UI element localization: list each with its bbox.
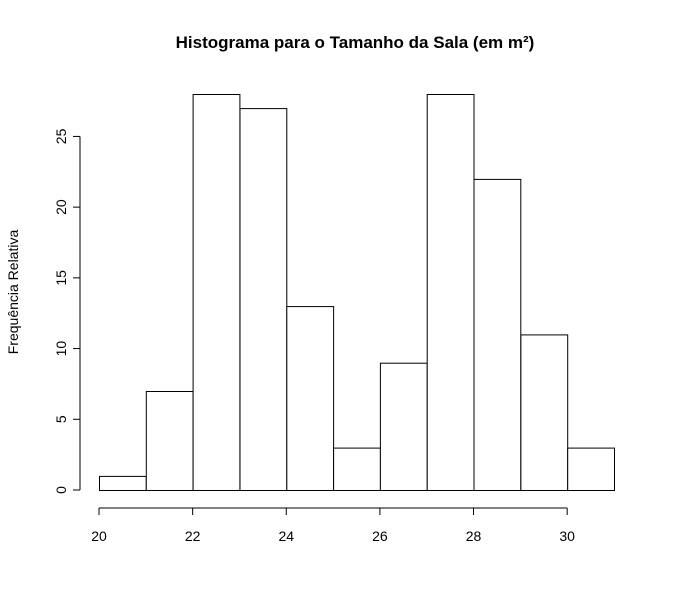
chart-title: Histograma para o Tamanho da Sala (em m²… bbox=[176, 33, 535, 52]
bar-27-28 bbox=[426, 94, 475, 491]
y-tick-label-5: 5 bbox=[53, 415, 69, 423]
x-tick-label-22: 22 bbox=[185, 528, 201, 544]
x-tick-label-24: 24 bbox=[278, 528, 294, 544]
x-tick-label-28: 28 bbox=[466, 528, 482, 544]
bar-26-27 bbox=[379, 362, 428, 492]
bar-29-30 bbox=[520, 334, 569, 491]
bar-20-21 bbox=[99, 475, 147, 491]
bar-22-23 bbox=[192, 94, 241, 491]
y-tick-label-0: 0 bbox=[53, 486, 69, 494]
y-tick-label-25: 25 bbox=[53, 128, 69, 144]
bars-group bbox=[99, 94, 616, 492]
x-tick-label-26: 26 bbox=[372, 528, 388, 544]
bar-30-31 bbox=[567, 447, 616, 492]
y-axis: 0 5 10 15 20 25 bbox=[53, 128, 81, 494]
bar-24-25 bbox=[286, 306, 335, 491]
bar-28-29 bbox=[473, 178, 522, 491]
x-tick-label-30: 30 bbox=[559, 528, 575, 544]
x-tick-label-20: 20 bbox=[91, 528, 107, 544]
bar-21-22 bbox=[145, 391, 194, 491]
y-tick-label-10: 10 bbox=[53, 341, 69, 357]
y-axis-label: Frequência Relativa bbox=[5, 230, 21, 355]
y-tick-label-15: 15 bbox=[53, 270, 69, 286]
y-tick-label-20: 20 bbox=[53, 199, 69, 215]
x-axis: 20 22 24 26 28 30 bbox=[91, 507, 575, 544]
bar-23-24 bbox=[239, 108, 288, 491]
bar-25-26 bbox=[333, 447, 381, 492]
